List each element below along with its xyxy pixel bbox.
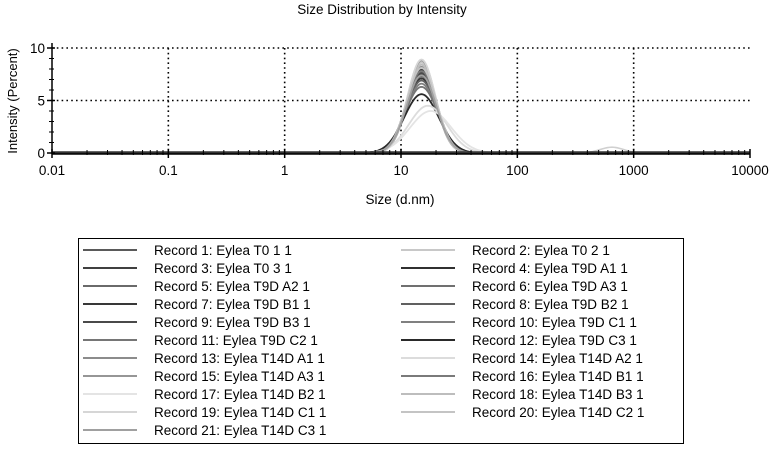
legend-swatch: [83, 321, 137, 323]
legend-label: Record 12: Eylea T9D C3 1: [472, 332, 637, 348]
legend-item: Record 12: Eylea T9D C3 1: [401, 331, 637, 349]
series-line-3: [357, 69, 486, 154]
legend-item: Record 19: Eylea T14D C1 1: [83, 403, 326, 421]
legend-label: Record 21: Eylea T14D C3 1: [154, 422, 327, 438]
legend-label: Record 10: Eylea T9D C1 1: [472, 314, 637, 330]
legend-swatch: [401, 357, 455, 359]
y-tick-label: 10: [30, 41, 45, 56]
y-tick-label: 0: [37, 146, 45, 161]
chart-title: Size Distribution by Intensity: [297, 2, 467, 17]
legend-item: Record 15: Eylea T14D A3 1: [83, 367, 325, 385]
x-axis-label: Size (d.nm): [365, 192, 434, 207]
legend-label: Record 3: Eylea T0 3 1: [154, 260, 292, 276]
legend-item: Record 21: Eylea T14D C3 1: [83, 421, 326, 439]
legend-label: Record 8: Eylea T9D B2 1: [472, 296, 629, 312]
series-line-12: [357, 93, 486, 154]
legend-label: Record 15: Eylea T14D A3 1: [154, 368, 325, 384]
legend-swatch: [401, 411, 455, 413]
x-tick-label: 0.01: [39, 163, 65, 178]
legend-item: Record 7: Eylea T9D B1 1: [83, 295, 311, 313]
legend-item: Record 5: Eylea T9D A2 1: [83, 277, 310, 295]
legend-label: Record 13: Eylea T14D A1 1: [154, 350, 325, 366]
series-line-8: [357, 79, 486, 154]
size-distribution-chart: Size Distribution by Intensity Intensity…: [5, 2, 769, 207]
y-tick-label: 5: [37, 94, 45, 109]
legend-item: Record 8: Eylea T9D B2 1: [401, 295, 629, 313]
legend-label: Record 6: Eylea T9D A3 1: [472, 278, 628, 294]
legend-label: Record 19: Eylea T14D C1 1: [154, 404, 327, 420]
legend-item: Record 20: Eylea T14D C2 1: [401, 403, 644, 421]
legend-swatch: [83, 411, 137, 413]
legend-swatch: [401, 249, 455, 251]
legend-label: Record 17: Eylea T14D B2 1: [154, 386, 326, 402]
legend-label: Record 9: Eylea T9D B3 1: [154, 314, 311, 330]
legend-swatch: [83, 375, 137, 377]
legend-swatch: [401, 393, 455, 395]
tick-labels: 0 5 10 0.01 0.1 1 10 100 1000 10000: [30, 41, 769, 178]
legend-item: Record 6: Eylea T9D A3 1: [401, 277, 628, 295]
legend-swatch: [401, 339, 455, 341]
legend-swatch: [401, 321, 455, 323]
legend-label: Record 20: Eylea T14D C2 1: [472, 404, 645, 420]
legend-label: Record 14: Eylea T14D A2 1: [472, 350, 643, 366]
x-tick-label: 10: [393, 163, 408, 178]
legend-item: Record 1: Eylea T0 1 1: [83, 241, 292, 259]
legend-swatch: [83, 357, 137, 359]
series-line-1: [357, 68, 486, 154]
legend-item: Record 9: Eylea T9D B3 1: [83, 313, 311, 331]
x-tick-label: 1: [281, 163, 289, 178]
legend-swatch: [83, 429, 137, 431]
legend-swatch: [83, 249, 137, 251]
legend-label: Record 16: Eylea T14D B1 1: [472, 368, 644, 384]
series-group: [52, 58, 750, 154]
legend-item: Record 11: Eylea T9D C2 1: [83, 331, 318, 349]
legend-swatch: [401, 267, 455, 269]
legend-label: Record 7: Eylea T9D B1 1: [154, 296, 311, 312]
axes: [47, 43, 751, 158]
legend-label: Record 18: Eylea T14D B3 1: [472, 386, 644, 402]
x-tick-label: 0.1: [159, 163, 178, 178]
legend-label: Record 11: Eylea T9D C2 1: [154, 332, 318, 348]
legend-swatch: [83, 339, 137, 341]
legend-label: Record 4: Eylea T9D A1 1: [472, 260, 628, 276]
legend-item: Record 18: Eylea T14D B3 1: [401, 385, 644, 403]
legend: Record 1: Eylea T0 1 1 Record 2: Eylea T0…: [78, 238, 684, 444]
x-tick-label: 100: [506, 163, 529, 178]
legend-swatch: [83, 303, 137, 305]
legend-swatch: [83, 285, 137, 287]
legend-swatch: [401, 285, 455, 287]
series-line-9: [357, 72, 486, 154]
legend-label: Record 1: Eylea T0 1 1: [154, 242, 292, 258]
legend-item: Record 2: Eylea T0 2 1: [401, 241, 610, 259]
series-line-14: [363, 104, 492, 154]
legend-swatch: [83, 393, 137, 395]
legend-item: Record 16: Eylea T14D B1 1: [401, 367, 644, 385]
legend-swatch: [401, 375, 455, 377]
legend-item: Record 4: Eylea T9D A1 1: [401, 259, 628, 277]
legend-label: Record 5: Eylea T9D A2 1: [154, 278, 310, 294]
legend-item: Record 13: Eylea T14D A1 1: [83, 349, 325, 367]
legend-label: Record 2: Eylea T0 2 1: [472, 242, 610, 258]
legend-item: Record 10: Eylea T9D C1 1: [401, 313, 637, 331]
x-tick-label: 1000: [619, 163, 649, 178]
legend-item: Record 17: Eylea T14D B2 1: [83, 385, 326, 403]
legend-swatch: [401, 303, 455, 305]
y-axis-label: Intensity (Percent): [5, 48, 20, 154]
x-tick-label: 10000: [731, 163, 769, 178]
legend-item: Record 14: Eylea T14D A2 1: [401, 349, 643, 367]
legend-item: Record 3: Eylea T0 3 1: [83, 259, 292, 277]
legend-swatch: [83, 267, 137, 269]
